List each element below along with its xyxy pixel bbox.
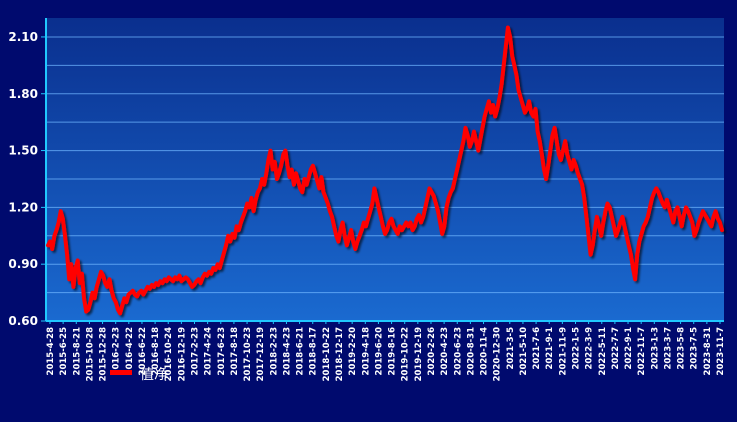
x-tick-label-36: 2021-5-10 [519,327,529,376]
x-tick-label-47: 2023-3-7 [663,327,673,370]
x-tick-label-22: 2018-12-17 [335,327,345,381]
x-tick-label-33: 2020-11-4 [480,327,490,376]
x-tick-label-34: 2020-12-30 [493,327,503,381]
x-tick-label-50: 2023-8-31 [703,327,713,376]
x-tick-label-42: 2022-5-11 [598,327,608,376]
x-tick-label-4: 2015-12-28 [99,327,109,381]
x-tick-label-45: 2022-11-7 [637,327,647,376]
x-tick-label-41: 2022-3-9 [585,327,595,370]
x-tick-label-25: 2019-6-20 [374,327,384,376]
x-tick-label-20: 2018-8-17 [309,327,319,376]
x-tick-label-37: 2021-7-6 [532,327,542,370]
x-tick-label-48: 2023-5-8 [677,327,687,370]
x-tick-label-12: 2017-4-24 [204,327,214,376]
x-tick-label-46: 2023-1-3 [650,327,660,370]
x-tick-label-6: 2016-4-22 [125,327,135,376]
series-layer [46,25,724,316]
legend-label: 值净 [140,367,168,383]
x-tick-label-27: 2019-10-22 [401,327,411,381]
x-tick-label-11: 2017-2-23 [191,327,201,376]
x-tick-label-28: 2019-12-19 [414,327,424,381]
x-tick-label-32: 2020-8-31 [466,327,476,376]
x-tick-label-38: 2021-9-1 [545,327,555,370]
grid-layer [46,36,724,294]
x-tick-label-2: 2015-8-21 [72,327,82,376]
series-line-0 [46,25,724,316]
x-tick-label-51: 2023-11-7 [716,327,726,376]
legend-swatch [110,370,132,375]
axis-layer: 0.60 0.90 1.20 1.50 1.80 2.10 2015-4-28 2015-6-… [8,18,726,381]
y-tick-label-0: 0.60 [8,314,38,328]
legend: 值净 [110,367,168,383]
x-tick-label-17: 2018-2-23 [269,327,279,376]
x-tick-label-5: 2016-2-23 [112,327,122,376]
x-tick-label-44: 2022-9-1 [624,327,634,370]
x-tick-label-35: 2021-3-5 [506,327,516,370]
x-tick-label-39: 2021-11-9 [558,327,568,376]
x-tick-label-43: 2022-7-7 [611,327,621,370]
x-tick-label-15: 2017-10-23 [243,327,253,381]
x-tick-label-49: 2023-7-5 [690,327,700,370]
x-tick-label-10: 2016-12-19 [177,327,187,381]
x-tick-label-26: 2019-8-16 [388,327,398,376]
x-tick-label-18: 2018-4-23 [282,327,292,376]
x-tick-label-0: 2015-4-28 [46,327,56,376]
y-tick-label-5: 2.10 [8,30,38,44]
x-tick-label-19: 2018-6-21 [296,327,306,376]
plot-area [46,18,724,321]
x-tick-label-7: 2016-6-22 [138,327,148,376]
x-tick-label-1: 2015-6-25 [59,327,69,376]
x-tick-label-31: 2020-6-23 [453,327,463,376]
x-tick-label-23: 2019-2-20 [348,327,358,376]
x-tick-label-9: 2016-10-24 [164,327,174,381]
y-tick-label-4: 1.80 [8,87,38,101]
x-tick-label-29: 2020-2-26 [427,327,437,376]
x-tick-label-13: 2017-6-23 [217,327,227,376]
x-tick-label-14: 2017-8-18 [230,327,240,376]
x-tick-label-21: 2018-10-22 [322,327,332,381]
y-tick-label-3: 1.50 [8,144,38,158]
x-tick-label-8: 2016-8-18 [151,327,161,376]
y-tick-label-1: 0.90 [8,257,38,271]
x-tick-label-16: 2017-12-19 [256,327,266,381]
y-tick-label-2: 1.20 [8,200,38,214]
x-tick-label-40: 2022-1-5 [571,327,581,370]
x-tick-label-30: 2020-4-23 [440,327,450,376]
x-tick-label-24: 2019-4-18 [361,327,371,376]
x-tick-label-3: 2015-10-28 [85,327,95,381]
